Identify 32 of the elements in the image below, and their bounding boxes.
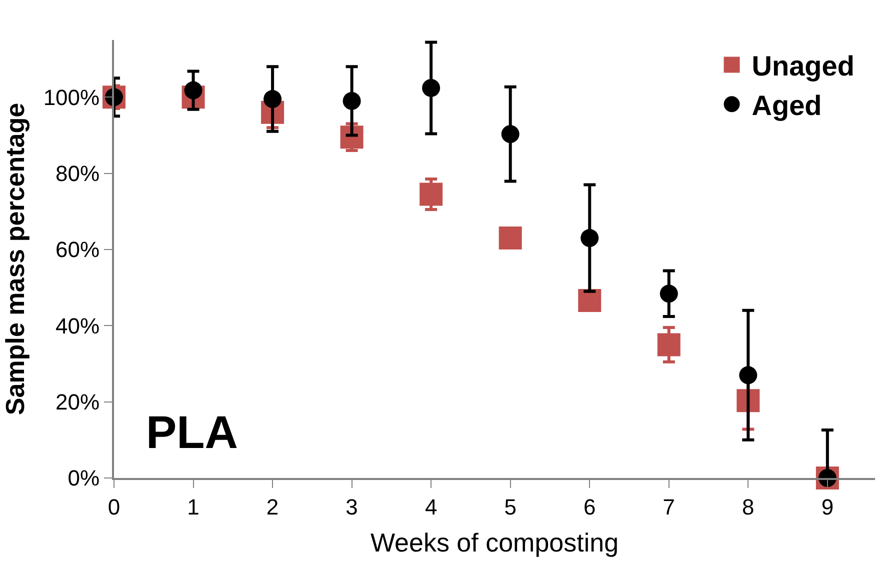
- y-tick-label: 80%: [56, 161, 100, 186]
- legend-label: Unaged: [752, 50, 854, 82]
- x-tick-label: 4: [424, 494, 438, 520]
- point: [578, 289, 602, 312]
- x-tick-label: 2: [266, 494, 279, 520]
- point: [422, 78, 440, 97]
- x-tick-label: 6: [584, 494, 596, 520]
- y-tick-label: 100%: [43, 84, 100, 110]
- x-tick-label: 0: [108, 494, 120, 520]
- point: [342, 92, 361, 110]
- annotation: PLA: [146, 406, 238, 458]
- y-tick-label: 20%: [56, 390, 100, 415]
- point: [580, 229, 599, 248]
- y-tick-label: 0%: [68, 466, 100, 491]
- x-tick-label: 9: [821, 494, 834, 520]
- x-tick-label: 8: [742, 494, 754, 520]
- legend-label: Aged: [752, 90, 822, 122]
- y-tick-label: 60%: [56, 237, 100, 262]
- y-tick-label: 40%: [56, 313, 100, 338]
- point: [739, 366, 758, 384]
- point: [264, 90, 282, 108]
- x-tick-label: 1: [187, 494, 200, 520]
- y-axis-title: Sample mass percentage: [0, 102, 30, 416]
- point: [420, 182, 443, 206]
- x-axis-title: Weeks of composting: [370, 528, 619, 558]
- point: [498, 226, 522, 250]
- point: [660, 284, 678, 303]
- x-tick-label: 3: [346, 494, 358, 520]
- point: [657, 333, 680, 356]
- point: [501, 125, 520, 144]
- x-tick-label: 5: [504, 494, 516, 520]
- x-tick-label: 7: [662, 494, 676, 520]
